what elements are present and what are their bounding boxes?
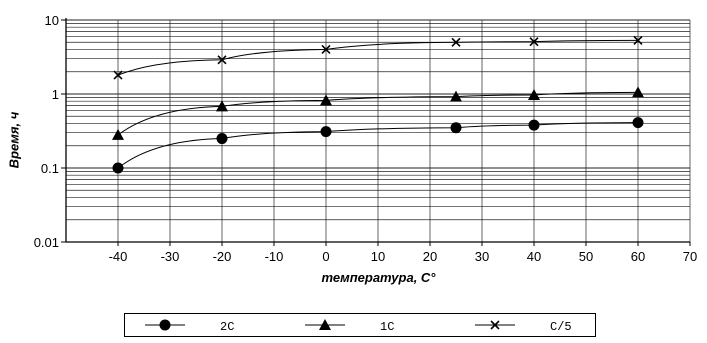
legend-marker-2c [159,319,171,331]
chart-svg: 0.01 0.1 1 10 -40 -30 -20 -10 0 10 20 30 40 50 60 70 [34,13,698,264]
marker-x-stroke [113,70,123,80]
marker-x-stroke [529,37,539,47]
data-point-2c [450,122,462,134]
legend-label-2c: 2C [220,320,234,334]
x-tick-label: 10 [371,249,385,264]
legend-marker-c5 [490,320,500,330]
legend-svg: 2C 1C C/5 [145,319,572,334]
data-point-c5 [321,44,331,55]
x-tick-label: 40 [527,249,541,264]
data-point-1c [320,94,332,106]
data-point-c5 [217,55,227,65]
y-tick-label: 0.1 [41,161,59,176]
x-tick-label: 20 [423,249,437,264]
data-point-1c [112,128,124,140]
y-tick-label: 10 [45,13,59,28]
x-tick-label: 0 [322,249,329,264]
x-tick-label: -40 [109,249,128,264]
series-line-c5 [117,39,639,76]
data-point-2c [320,126,332,138]
legend-label-c5: C/5 [550,320,572,334]
data-point-1c [216,100,228,112]
data-point-2c [112,162,124,174]
x-tick-label: 30 [475,249,489,264]
data-point-c5 [529,37,539,47]
x-tick-label: -10 [265,249,284,264]
marker-x-stroke [633,35,643,45]
x-tick-label: 60 [631,249,645,264]
legend: 2C 1C C/5 [124,313,596,337]
data-point-c5 [633,35,643,45]
legend-marker-1c [319,319,331,330]
data-point-2c [528,119,540,131]
data-point-1c [632,86,644,98]
y-tick-label: 1 [52,87,59,102]
x-axis-label: температура, С° [321,270,436,285]
x-tick-label: 70 [683,249,697,264]
x-tick-label: -20 [213,249,232,264]
x-tick-label: -30 [161,249,180,264]
x-tick-label: 50 [579,249,593,264]
y-axis-label: Время, ч [6,111,22,169]
series-line-1c [117,91,639,136]
data-point-2c [632,117,644,129]
y-tick-label: 0.01 [34,235,59,250]
marker-x-stroke [217,55,227,65]
marker-x-stroke [451,37,461,47]
marker-x-stroke [321,44,331,55]
marker-x-stroke [490,320,500,330]
legend-label-1c: 1C [380,320,394,334]
data-point-c5 [451,37,461,47]
y-axis-label-wrap: Время, ч [0,40,30,240]
data-point-1c [450,90,462,102]
series-line-2c [117,122,639,169]
data-point-c5 [113,70,123,80]
data-point-1c [528,88,540,100]
data-point-2c [216,133,228,145]
